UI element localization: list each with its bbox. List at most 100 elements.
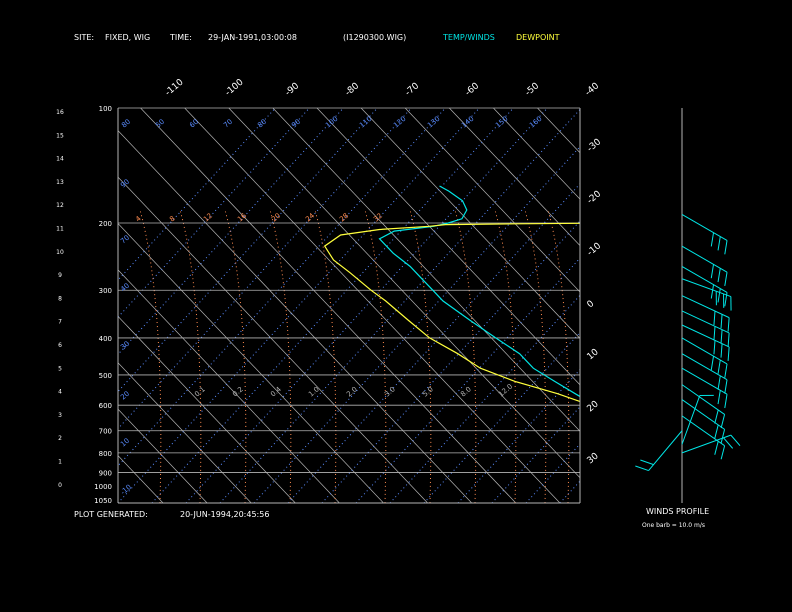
temperature-line [378, 185, 580, 398]
pressure-label: 1000 [94, 483, 112, 491]
height-label: 6 [58, 342, 62, 349]
mixing-low-label: 0.4 [269, 385, 283, 399]
pressure-label: 1050 [94, 497, 112, 505]
mixing-low-label: 0.2 [231, 385, 245, 398]
height-label: 14 [56, 156, 64, 163]
dry-adiabat-line [185, 108, 549, 503]
dry-adiabat-line [628, 33, 792, 503]
wind-shaft [681, 384, 725, 415]
wind-barb [714, 409, 719, 424]
wind-barb [717, 268, 721, 283]
theta-label: 80 [120, 118, 132, 130]
mixing-ratio-line [364, 209, 387, 503]
plot-generated-label: PLOT GENERATED: [74, 510, 148, 519]
theta-label: 100 [324, 115, 339, 130]
wind-barb [635, 465, 649, 472]
wind-barb [730, 434, 741, 447]
isotherm-line [118, 269, 340, 503]
wind-shaft [681, 295, 730, 319]
theta-label: 160 [528, 115, 543, 130]
wind-shaft [681, 245, 728, 273]
top-temp-label: -50 [524, 81, 542, 98]
left-theta-label: 30 [119, 340, 131, 352]
wind-barb [717, 288, 721, 303]
winds-profile-title: WINDS PROFILE [646, 507, 710, 516]
wind-barb [720, 343, 723, 358]
mixing-ratio-label: 28 [338, 212, 350, 224]
right-temp-label: -20 [586, 189, 604, 206]
isotherm-line [118, 176, 428, 503]
height-label: 2 [58, 435, 62, 442]
dry-adiabat-line [355, 257, 580, 503]
wind-shaft [681, 399, 725, 430]
site-label: SITE: [74, 33, 95, 42]
isotherm-line [404, 108, 580, 293]
height-label: 5 [58, 365, 62, 372]
theta-label: 140 [460, 115, 475, 130]
isotherm-line [316, 108, 580, 386]
height-label: 12 [56, 202, 64, 209]
left-theta-label: 40 [119, 282, 131, 294]
dry-adiabat-line [423, 331, 580, 503]
wind-barb [724, 240, 728, 255]
pressure-label: 600 [99, 402, 112, 410]
left-theta-label: 10 [119, 437, 131, 449]
right-temp-label: 0 [586, 299, 597, 311]
wind-shaft [681, 337, 728, 365]
dry-adiabat-line [118, 108, 481, 503]
wind-barb [710, 356, 715, 371]
wind-shaft [681, 324, 730, 348]
right-temp-label: 30 [586, 451, 601, 466]
sounding-series [323, 185, 580, 403]
wind-shaft [681, 434, 732, 454]
mixing-ratio-lines [139, 209, 570, 503]
theta-label: 60 [188, 118, 200, 130]
isotherm-line [184, 108, 561, 503]
top-temp-label: -40 [584, 81, 602, 98]
mixing-ratio-label: 4 [134, 214, 143, 223]
isobar-lines [118, 107, 580, 473]
mixing-ratio-label: 12 [202, 212, 214, 224]
dry-adiabat-line [287, 183, 580, 503]
top-temp-label: -100 [224, 77, 246, 98]
wind-barb [720, 414, 726, 429]
mixing-low-label: 8.0 [459, 385, 473, 398]
dry-adiabat-line [389, 294, 580, 503]
mixing-low-label: 2.0 [345, 385, 359, 398]
height-label: 10 [56, 249, 64, 256]
dry-adiabat-line [559, 480, 580, 503]
dry-adiabat-line [457, 368, 580, 503]
isotherm-line [118, 222, 384, 503]
left-theta-label: 90 [119, 178, 131, 190]
wind-barb [710, 284, 715, 299]
wind-barb [714, 424, 719, 439]
theta-label: 50 [154, 118, 166, 130]
dry-adiabat-line [118, 108, 311, 318]
time-label: TIME: [170, 33, 192, 42]
top-temp-label: -80 [344, 81, 362, 98]
isotherm-line [118, 315, 296, 503]
right-temp-label: -10 [586, 241, 604, 258]
isotherm-line [140, 108, 517, 503]
plot-generated-value: 20-JUN-1994,20:45:56 [180, 510, 270, 519]
mixing-ratio-line [454, 209, 477, 503]
right-temp-label: -30 [586, 137, 604, 154]
height-label: 7 [58, 319, 62, 326]
file-name: (I1290300.WIG) [343, 33, 407, 42]
wind-barb [723, 437, 734, 449]
time-value: 29-JAN-1991,03:00:08 [208, 33, 297, 42]
wind-barb [717, 375, 721, 390]
pressure-label: 800 [99, 450, 112, 458]
left-theta-label: 70 [119, 234, 131, 246]
wind-barb [710, 264, 715, 279]
isotherm-line [626, 108, 792, 503]
top-temp-label: -60 [464, 81, 482, 98]
dry-adiabat-line [118, 108, 379, 393]
height-label: 15 [56, 132, 64, 139]
wind-shaft [648, 430, 683, 471]
mixing-low-label: 0.1 [193, 385, 207, 398]
theta-label: 70 [222, 118, 234, 130]
wind-barb [720, 314, 723, 329]
dewpoint-legend: DEWPOINT [516, 33, 560, 42]
